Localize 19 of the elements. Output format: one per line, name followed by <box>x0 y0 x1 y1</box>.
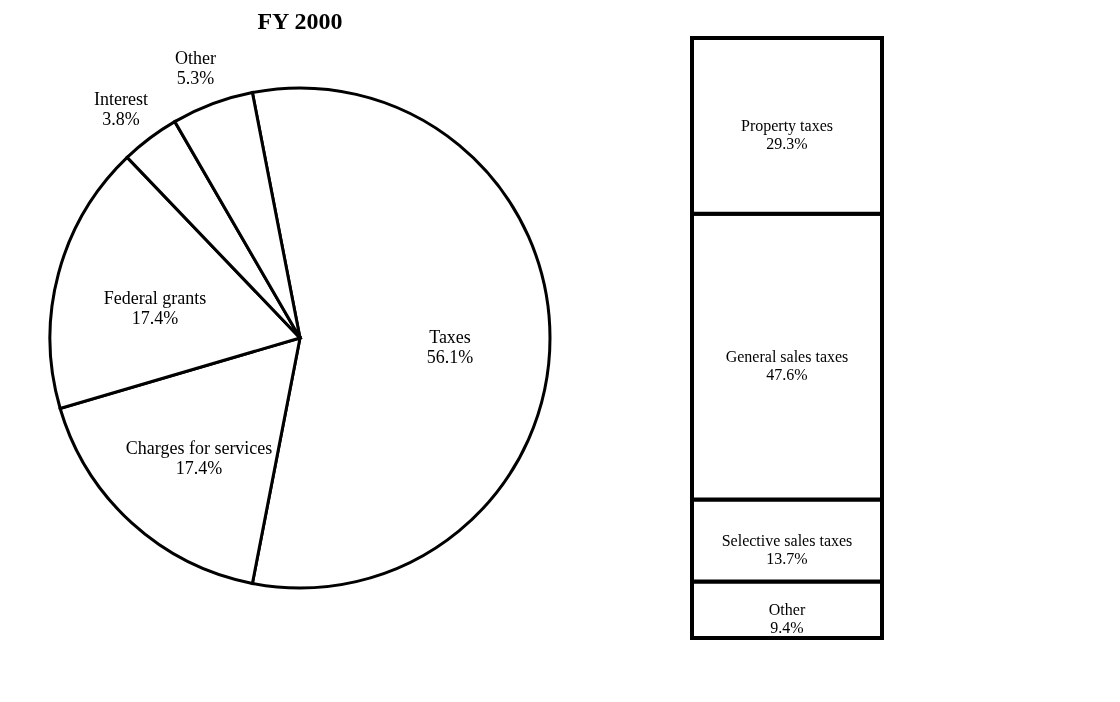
slice-label: Interest <box>94 88 149 109</box>
slice-label: Other <box>175 47 217 68</box>
data-label: 56.1% <box>426 347 474 367</box>
data-label: 29.3% <box>766 134 808 152</box>
slice-label: Taxes <box>429 327 471 347</box>
data-label: 47.6% <box>766 365 808 383</box>
series-label: Selective sales taxes <box>721 531 853 549</box>
slice-label: Federal grants <box>103 288 207 309</box>
data-label: 5.3% <box>176 67 215 88</box>
data-label: 17.4% <box>175 457 223 478</box>
data-label: 9.4% <box>770 618 804 636</box>
slice-label: Charges for services <box>125 437 273 458</box>
data-label: 17.4% <box>131 308 179 329</box>
series-label: Property taxes <box>741 116 833 135</box>
chart-title: FY 2000 <box>257 8 343 34</box>
series-label: Other <box>768 600 806 618</box>
series-label: General sales taxes <box>725 347 849 365</box>
data-label: 3.8% <box>102 108 140 129</box>
data-label: 13.7% <box>766 549 808 567</box>
